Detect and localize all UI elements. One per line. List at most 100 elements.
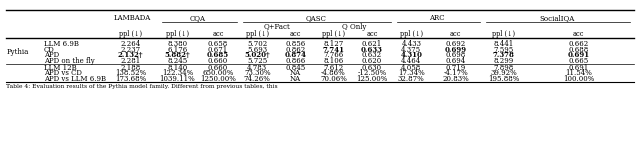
Text: 125.00%: 125.00% (356, 75, 388, 83)
Text: 195.88%: 195.88% (488, 75, 519, 83)
Text: 0.658: 0.658 (208, 40, 228, 48)
Text: 8.441: 8.441 (493, 40, 513, 48)
Text: 17.34%: 17.34% (398, 69, 424, 77)
Text: Q Only: Q Only (342, 23, 366, 31)
Text: 0.845: 0.845 (285, 64, 306, 72)
Text: 8.106: 8.106 (323, 57, 344, 65)
Text: -4.17%: -4.17% (444, 69, 468, 77)
Text: ppl (↓): ppl (↓) (400, 30, 423, 38)
Text: acc: acc (290, 30, 301, 38)
Text: CD: CD (44, 46, 55, 54)
Text: 0.665: 0.665 (568, 57, 589, 65)
Text: APD on the fly: APD on the fly (44, 57, 95, 65)
Text: NA: NA (290, 75, 301, 83)
Text: 0.620: 0.620 (362, 57, 382, 65)
Text: acc: acc (212, 30, 224, 38)
Text: 8.140: 8.140 (167, 64, 188, 72)
Text: SocialIQA: SocialIQA (539, 14, 574, 22)
Text: 11.54%: 11.54% (565, 69, 592, 77)
Text: 7.741: 7.741 (323, 46, 344, 54)
Text: 7.898: 7.898 (493, 64, 513, 72)
Text: Q+Fact: Q+Fact (264, 23, 291, 31)
Text: 0.691: 0.691 (568, 51, 590, 59)
Text: 0.671: 0.671 (208, 46, 228, 54)
Text: 7.612: 7.612 (323, 64, 344, 72)
Text: 20.83%: 20.83% (442, 75, 469, 83)
Text: ppl (↓): ppl (↓) (492, 30, 515, 38)
Text: 100.00%: 100.00% (563, 75, 595, 83)
Text: 70.06%: 70.06% (320, 75, 347, 83)
Text: 4.058: 4.058 (401, 64, 421, 72)
Text: 0.660: 0.660 (208, 64, 228, 72)
Text: 8.380: 8.380 (167, 40, 188, 48)
Text: LLM 6.9B: LLM 6.9B (44, 40, 79, 48)
Text: NA: NA (290, 69, 301, 77)
Text: 138.52%: 138.52% (115, 69, 146, 77)
Text: APD vs LLM 6.9B: APD vs LLM 6.9B (44, 75, 106, 83)
Text: 0.621: 0.621 (362, 40, 382, 48)
Text: 5.725: 5.725 (247, 57, 268, 65)
Text: 5.693: 5.693 (247, 46, 268, 54)
Text: 0.866: 0.866 (285, 57, 306, 65)
Text: 0.692: 0.692 (445, 40, 466, 48)
Text: 32.87%: 32.87% (398, 75, 424, 83)
Text: 0.694: 0.694 (445, 57, 466, 65)
Text: 1039.11%: 1039.11% (159, 75, 195, 83)
Text: ppl (↓): ppl (↓) (166, 30, 189, 38)
Text: CQA: CQA (190, 14, 206, 22)
Text: 0.685: 0.685 (207, 51, 229, 59)
Text: 0.856: 0.856 (285, 40, 306, 48)
Text: 73.30%: 73.30% (244, 69, 271, 77)
Text: 4.783: 4.783 (247, 64, 268, 72)
Text: 39.92%: 39.92% (490, 69, 517, 77)
Text: acc: acc (366, 30, 378, 38)
Text: 0.698: 0.698 (445, 51, 466, 59)
Text: 8.245: 8.245 (167, 57, 188, 65)
Text: 4.433: 4.433 (401, 40, 421, 48)
Text: 7.595: 7.595 (493, 46, 513, 54)
Text: ppl (↓): ppl (↓) (119, 30, 142, 38)
Text: 2.132†: 2.132† (118, 51, 143, 59)
Text: 6.176: 6.176 (167, 46, 188, 54)
Text: ARC: ARC (429, 14, 445, 22)
Text: 2.237: 2.237 (120, 46, 141, 54)
Text: 4.375: 4.375 (401, 46, 421, 54)
Text: 74.26%: 74.26% (244, 75, 271, 83)
Text: LLM 12B: LLM 12B (44, 64, 77, 72)
Text: 2.264: 2.264 (120, 40, 141, 48)
Text: 173.68%: 173.68% (115, 75, 146, 83)
Text: QASC: QASC (305, 14, 326, 22)
Text: LAMBADA: LAMBADA (113, 14, 151, 22)
Text: ppl (↓): ppl (↓) (322, 30, 345, 38)
Text: 8.127: 8.127 (323, 40, 344, 48)
Text: Table 4: Evaluation results of the Pythia model family. Different from previous : Table 4: Evaluation results of the Pythi… (6, 84, 278, 89)
Text: 4.464: 4.464 (401, 57, 421, 65)
Text: APD: APD (44, 51, 59, 59)
Text: 2.281: 2.281 (120, 57, 141, 65)
Text: 122.34%: 122.34% (162, 69, 193, 77)
Text: 5.020†: 5.020† (244, 51, 270, 59)
Text: 0.632: 0.632 (362, 51, 382, 59)
Text: APD vs CD: APD vs CD (44, 69, 82, 77)
Text: 8.299: 8.299 (493, 57, 513, 65)
Text: 650.00%: 650.00% (202, 69, 234, 77)
Text: 4.310: 4.310 (401, 51, 422, 59)
Text: ppl (↓): ppl (↓) (246, 30, 269, 38)
Text: 7.766: 7.766 (323, 51, 344, 59)
Text: 1250.00%: 1250.00% (200, 75, 236, 83)
Text: 0.688: 0.688 (568, 46, 589, 54)
Text: 0.662: 0.662 (568, 40, 589, 48)
Text: 5.882†: 5.882† (164, 51, 190, 59)
Text: -4.86%: -4.86% (321, 69, 346, 77)
Text: 5.702: 5.702 (247, 40, 268, 48)
Text: acc: acc (573, 30, 584, 38)
Text: -12.50%: -12.50% (357, 69, 387, 77)
Text: Pythia: Pythia (6, 48, 29, 56)
Text: 0.862: 0.862 (285, 46, 306, 54)
Text: 0.719: 0.719 (445, 64, 466, 72)
Text: 0.699: 0.699 (445, 46, 467, 54)
Text: 2.188: 2.188 (120, 64, 141, 72)
Text: 0.630: 0.630 (362, 64, 382, 72)
Text: 0.633: 0.633 (361, 46, 383, 54)
Text: 0.660: 0.660 (208, 57, 228, 65)
